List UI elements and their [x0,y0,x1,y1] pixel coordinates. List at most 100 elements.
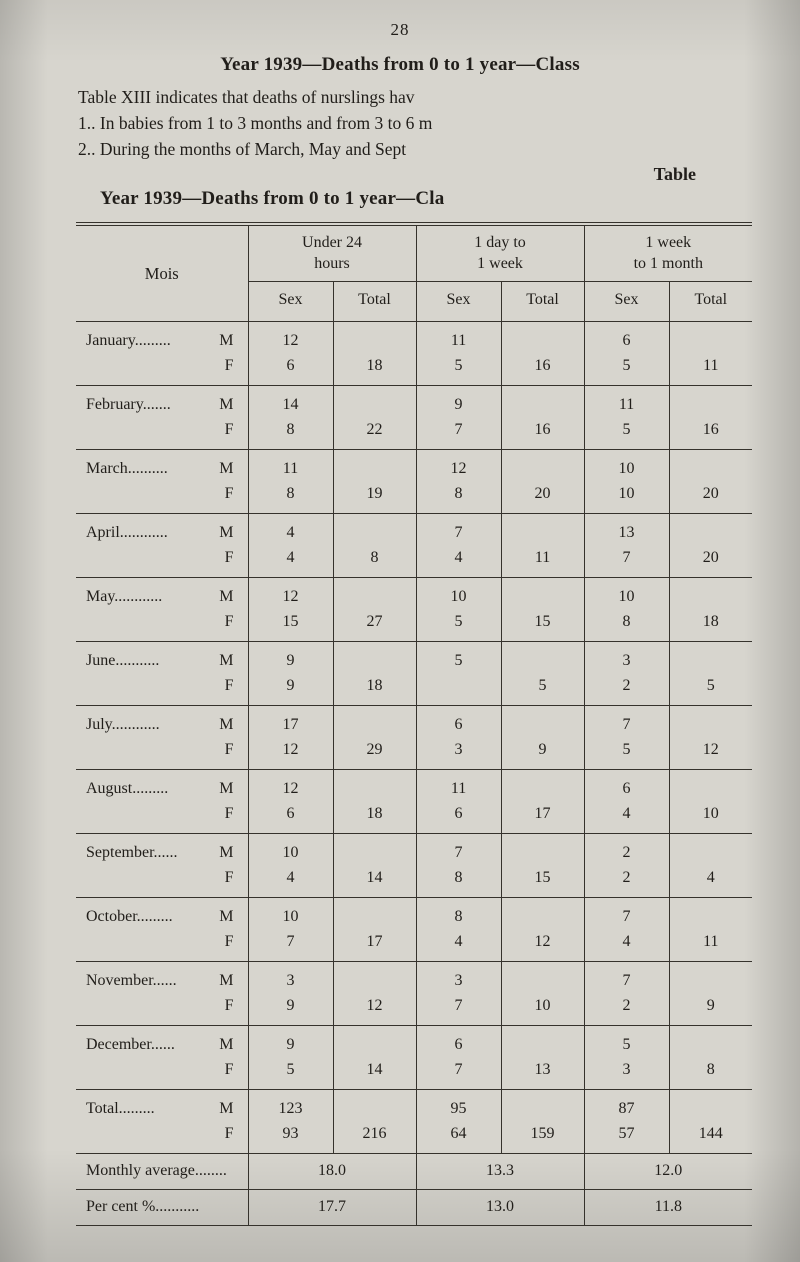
female-label-line: F [86,865,234,890]
female-value [417,673,501,698]
total-value-cell: 8 [332,513,417,578]
month-label-line: June........... M [86,648,234,673]
sex-values-cell: 12 6 [247,321,333,386]
male-label: M [219,396,234,413]
table-word: Table [653,164,696,184]
total-value: 16 [702,421,719,438]
table-row: May............ M F 12 15 27 10 5 15 10 8 18 [76,577,753,642]
female-label-line: F [86,481,234,506]
group-label-line: to 1 month [633,255,703,272]
total-value-cell: 9 [668,961,753,1026]
table-row: Total......... M F 123 93 216 95 64 159 87 57 144 [76,1089,753,1154]
female-value: 7 [286,933,295,950]
month-label: December...... [86,1036,175,1053]
total-value: 29 [366,741,383,758]
paragraph-line: Table XIII indicates that deaths of nurs… [78,87,415,107]
table-row: August......... M F 12 6 18 11 6 17 6 4 10 [76,769,753,834]
total-value: 11 [534,549,551,566]
male-value: 7 [454,524,463,541]
month-label: October......... [86,908,173,925]
table-row: January......... M F 12 6 18 11 5 16 6 5 11 [76,321,753,386]
total-value: 14 [366,869,383,886]
female-label-line: F [86,993,234,1018]
subheader-row: Sex Total Sex Total Sex Total [76,281,753,322]
summary-value: 11.8 [583,1189,753,1226]
female-value: 5 [454,613,463,630]
month-label: May............ [86,588,163,605]
male-value: 9 [454,396,463,413]
male-value: 12 [450,460,467,477]
male-label: M [219,1036,234,1053]
male-label: M [219,524,234,541]
sex-values-cell: 12 6 [247,769,333,834]
male-value: 10 [282,908,299,925]
female-value: 10 [618,485,635,502]
female-value: 57 [618,1125,635,1142]
month-label-line: November...... M [86,968,234,993]
month-label-line: February....... M [86,392,234,417]
male-value: 11 [450,780,467,797]
female-value: 4 [454,549,463,566]
female-label-line: F [86,417,234,442]
female-value: 12 [282,741,299,758]
paragraph-line: 1.. In babies from 1 to 3 months and fro… [78,113,433,133]
col-group-1week-1month: 1 week to 1 month [583,224,753,282]
total-value-cell: 20 [668,513,753,578]
total-value-cell: 15 [500,577,585,642]
summary-value: 13.0 [415,1189,585,1226]
sex-values-cell: 95 64 [415,1089,502,1154]
male-value: 5 [622,1036,631,1053]
sex-values-cell: 14 8 [247,385,333,450]
col-subheader-sex: Sex [247,281,333,322]
female-value: 2 [622,997,631,1014]
month-label-line: Total......... M [86,1096,234,1121]
total-value: 4 [706,869,715,886]
total-value: 15 [534,869,551,886]
male-value: 11 [282,460,299,477]
male-value: 3 [286,972,295,989]
female-label: F [224,1061,234,1078]
month-label-line: July............ M [86,712,234,737]
total-value: 18 [702,613,719,630]
total-value-cell: 19 [332,449,417,514]
total-value: 18 [366,357,383,374]
female-value: 64 [450,1125,467,1142]
female-value: 7 [454,997,463,1014]
female-value: 15 [282,613,299,630]
female-label-line: F [86,801,234,826]
total-value: 22 [366,421,383,438]
male-value: 10 [450,588,467,605]
total-value-cell: 18 [332,769,417,834]
total-value: 20 [534,485,551,502]
total-value: 18 [366,677,383,694]
sex-values-cell: 10 7 [247,897,333,962]
sex-values-cell: 87 57 [583,1089,670,1154]
summary-label: Monthly average........ [76,1153,248,1190]
col-group-under-24-hours: Under 24 hours [247,224,417,282]
total-value: 12 [534,933,551,950]
paragraph-line: 2.. During the months of March, May and … [78,139,407,159]
male-value: 12 [282,332,299,349]
male-value: 6 [622,780,631,797]
female-value: 3 [622,1061,631,1078]
male-value: 10 [618,588,635,605]
month-cell: October......... M F [76,897,248,962]
page-number: 28 [390,20,410,39]
month-label: Total......... [86,1100,155,1117]
total-value-cell: 20 [500,449,585,514]
male-value: 3 [454,972,463,989]
total-value: 17 [534,805,551,822]
month-cell: January......... M F [76,321,248,386]
col-subheader-sex: Sex [583,281,670,322]
sex-values-cell: 11 5 [415,321,502,386]
main-heading: Year 1939—Deaths from 0 to 1 year—Class [220,54,580,75]
female-label-line: F [86,609,234,634]
total-value-cell: 16 [500,321,585,386]
